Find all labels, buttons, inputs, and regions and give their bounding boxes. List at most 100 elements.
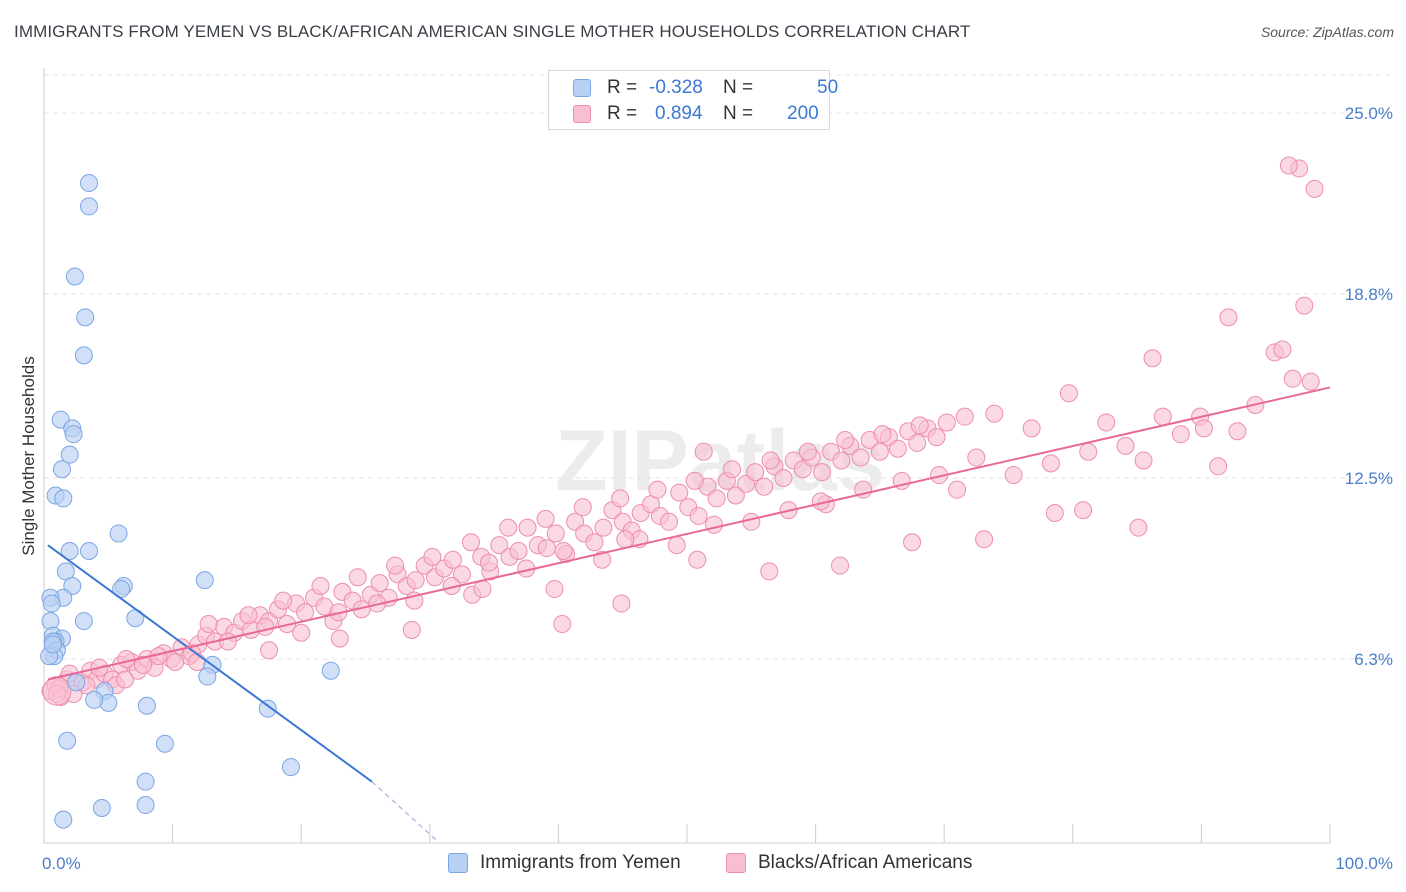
data-point-black: [348, 568, 367, 587]
data-point-black: [499, 518, 518, 537]
legend-label-yemen: Immigrants from Yemen: [480, 852, 681, 873]
data-point-black: [616, 530, 635, 549]
data-point-black: [1301, 372, 1320, 391]
data-point-black: [910, 416, 929, 435]
data-point-black: [292, 623, 311, 642]
data-point-black: [1305, 179, 1324, 198]
data-point-black: [1194, 419, 1213, 438]
data-point-yemen: [42, 594, 61, 613]
data-point-yemen: [64, 425, 83, 444]
legend-label-black: Blacks/African Americans: [758, 852, 973, 873]
data-point-black: [761, 451, 780, 470]
data-point-black: [903, 533, 922, 552]
data-point-black: [594, 518, 613, 537]
data-point-black: [1074, 501, 1093, 520]
data-point-black: [985, 404, 1004, 423]
data-point-yemen: [54, 810, 73, 829]
data-point-yemen: [74, 612, 93, 631]
trend-line-yemen-extension: [371, 781, 437, 841]
data-point-yemen: [80, 197, 99, 216]
data-point-black: [873, 425, 892, 444]
data-point-black: [1283, 369, 1302, 388]
data-point-black: [386, 556, 405, 575]
data-point-yemen: [85, 690, 104, 709]
data-point-black: [1134, 451, 1153, 470]
data-point-black: [546, 524, 565, 543]
data-point-black: [1045, 504, 1064, 523]
data-point-black: [311, 577, 330, 596]
data-point-black: [948, 480, 967, 499]
data-point-black: [707, 489, 726, 508]
data-point-yemen: [67, 673, 86, 692]
x-tick-label: 100.0%: [1335, 854, 1393, 873]
data-point-black: [402, 620, 421, 639]
data-point-black: [746, 463, 765, 482]
data-point-black: [1004, 466, 1023, 485]
data-point-black: [585, 533, 604, 552]
data-point-black: [554, 541, 573, 560]
trend-line-black: [47, 386, 1331, 681]
data-point-yemen: [60, 541, 79, 560]
pink-points: [41, 156, 1324, 706]
data-point-black: [330, 629, 349, 648]
correlation-legend: R = -0.328 N = 50 R = 0.894 N = 200: [548, 70, 838, 130]
data-point-black: [611, 489, 630, 508]
legend-swatch-black: [726, 853, 746, 873]
data-point-yemen: [80, 541, 99, 560]
data-point-black: [667, 536, 686, 555]
data-point-black: [1079, 442, 1098, 461]
y-axis-label: Single Mother Households: [19, 356, 38, 555]
y-tick-label: 12.5%: [1345, 469, 1393, 488]
data-point-black: [774, 468, 793, 487]
data-point-black: [723, 460, 742, 479]
data-point-black: [955, 407, 974, 426]
data-point-yemen: [281, 758, 300, 777]
data-point-black: [908, 433, 927, 452]
legend-n-value: 50: [817, 77, 839, 98]
data-point-black: [836, 431, 855, 450]
legend-r-label: R =: [607, 103, 638, 124]
data-point-black: [461, 533, 480, 552]
data-point-yemen: [74, 346, 93, 365]
data-point-black: [760, 562, 779, 581]
grid-lines: [44, 74, 1392, 660]
y-tick-label: 6.3%: [1354, 650, 1393, 669]
chart-title: IMMIGRANTS FROM YEMEN VS BLACK/AFRICAN A…: [14, 22, 971, 41]
data-point-black: [490, 536, 509, 555]
data-point-black: [1209, 457, 1228, 476]
data-point-black: [831, 556, 850, 575]
data-point-black: [1116, 436, 1135, 455]
data-point-black: [134, 655, 153, 674]
data-point-black: [1219, 308, 1238, 327]
data-point-black: [509, 541, 528, 560]
data-point-black: [518, 518, 537, 537]
data-point-black: [688, 550, 707, 569]
data-point-black: [1273, 340, 1292, 359]
data-point-black: [166, 652, 185, 671]
legend-swatch-yemen: [573, 79, 591, 97]
data-point-black: [975, 530, 994, 549]
legend-n-label: N =: [723, 77, 754, 98]
data-point-black: [1153, 407, 1172, 426]
data-point-black: [1279, 156, 1298, 175]
data-point-black: [260, 641, 279, 660]
series-legend: Immigrants from Yemen Blacks/African Ame…: [0, 852, 1406, 876]
data-point-yemen: [65, 267, 84, 286]
data-point-black: [612, 594, 631, 613]
data-point-yemen: [195, 571, 214, 590]
data-point-black: [274, 591, 293, 610]
data-point-black: [1143, 349, 1162, 368]
data-point-black: [798, 442, 817, 461]
data-point-black: [832, 451, 851, 470]
data-point-yemen: [76, 308, 95, 327]
data-point-black: [659, 512, 678, 531]
data-point-black: [670, 483, 689, 502]
data-point-black: [218, 632, 237, 651]
data-point-black: [370, 574, 389, 593]
source-label: Source: ZipAtlas.com: [1260, 24, 1394, 40]
data-point-black: [689, 506, 708, 525]
data-point-black: [888, 439, 907, 458]
data-point-black: [1059, 384, 1078, 403]
data-point-black: [1171, 425, 1190, 444]
